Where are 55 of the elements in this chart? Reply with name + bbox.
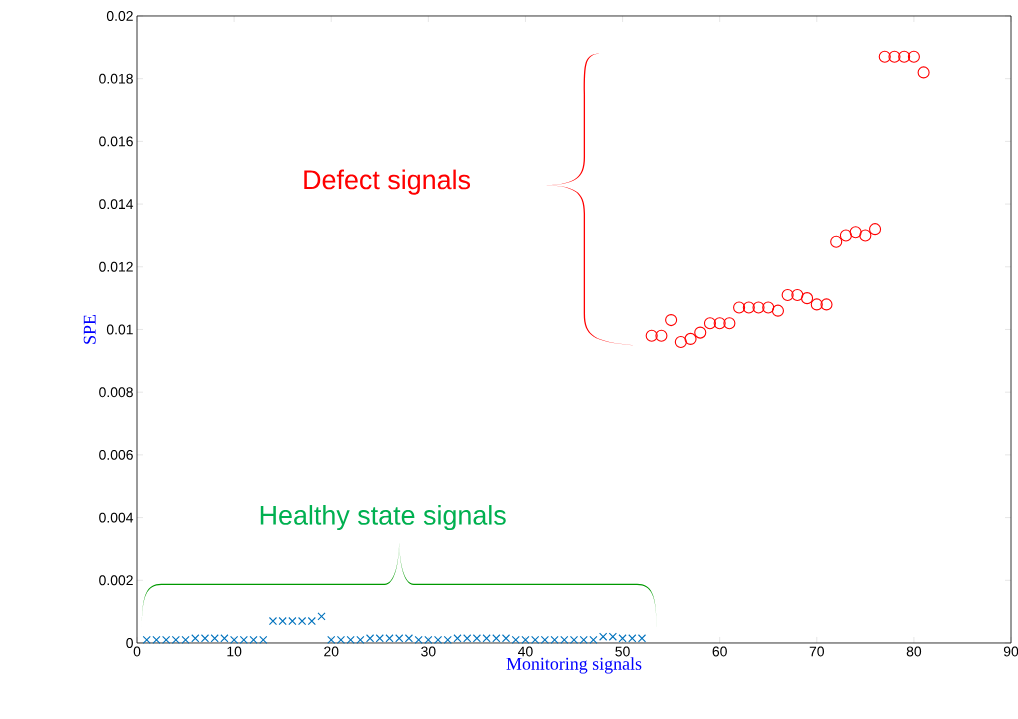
x-tick-label: 10 — [227, 646, 242, 657]
point — [820, 298, 833, 311]
point — [791, 288, 804, 302]
y-tick-label: 0.002 — [99, 575, 133, 586]
point — [898, 50, 911, 63]
x-tick-label: 80 — [906, 646, 922, 657]
point — [869, 223, 882, 236]
point — [917, 66, 930, 79]
point — [762, 301, 775, 314]
point — [723, 317, 736, 330]
point — [665, 314, 678, 327]
annotation: Healthy state signals — [260, 505, 506, 531]
y-tick-label: 0 — [126, 638, 133, 648]
point — [703, 317, 717, 330]
point — [674, 335, 687, 349]
point — [849, 226, 862, 239]
x-tick-label: 90 — [1003, 646, 1018, 657]
x-tick-label: 30 — [421, 646, 436, 657]
y-tick-label: 0.004 — [99, 512, 134, 523]
y-tick-label: 0.006 — [99, 449, 133, 460]
x-axis-title: Monitoring signals — [506, 657, 642, 674]
point — [839, 229, 852, 242]
point — [771, 304, 784, 317]
point — [801, 292, 814, 305]
x-tick-label: 20 — [324, 646, 339, 657]
y-tick-label: 0.016 — [99, 136, 133, 147]
y-tick-label: 0.012 — [99, 261, 133, 272]
y-tick-label: 0.02 — [106, 11, 133, 21]
x-tick-label: 60 — [712, 646, 727, 657]
y-tick-label: 0.014 — [99, 199, 134, 210]
point — [830, 235, 843, 248]
point — [713, 317, 726, 330]
point — [781, 288, 794, 302]
point — [684, 332, 697, 345]
point — [655, 329, 668, 342]
point — [907, 50, 920, 63]
point — [888, 50, 901, 63]
point — [878, 50, 891, 63]
y-tick-label: 0.01 — [106, 324, 133, 335]
point — [317, 612, 326, 621]
y-axis-title: SPE — [83, 314, 96, 344]
x-tick-label: 50 — [615, 646, 630, 657]
point — [752, 301, 765, 314]
point — [859, 229, 872, 242]
y-tick-label: 0.018 — [99, 73, 133, 84]
x-tick-label: 70 — [809, 646, 824, 657]
y-tick-label: 0.008 — [99, 387, 133, 398]
x-tick-label: 0 — [133, 646, 141, 657]
point — [694, 326, 707, 339]
point — [645, 329, 658, 342]
point — [733, 301, 746, 314]
point — [810, 298, 823, 311]
x-tick-label: 40 — [518, 646, 533, 657]
annotation: Defect signals — [304, 169, 471, 195]
point — [742, 301, 755, 314]
